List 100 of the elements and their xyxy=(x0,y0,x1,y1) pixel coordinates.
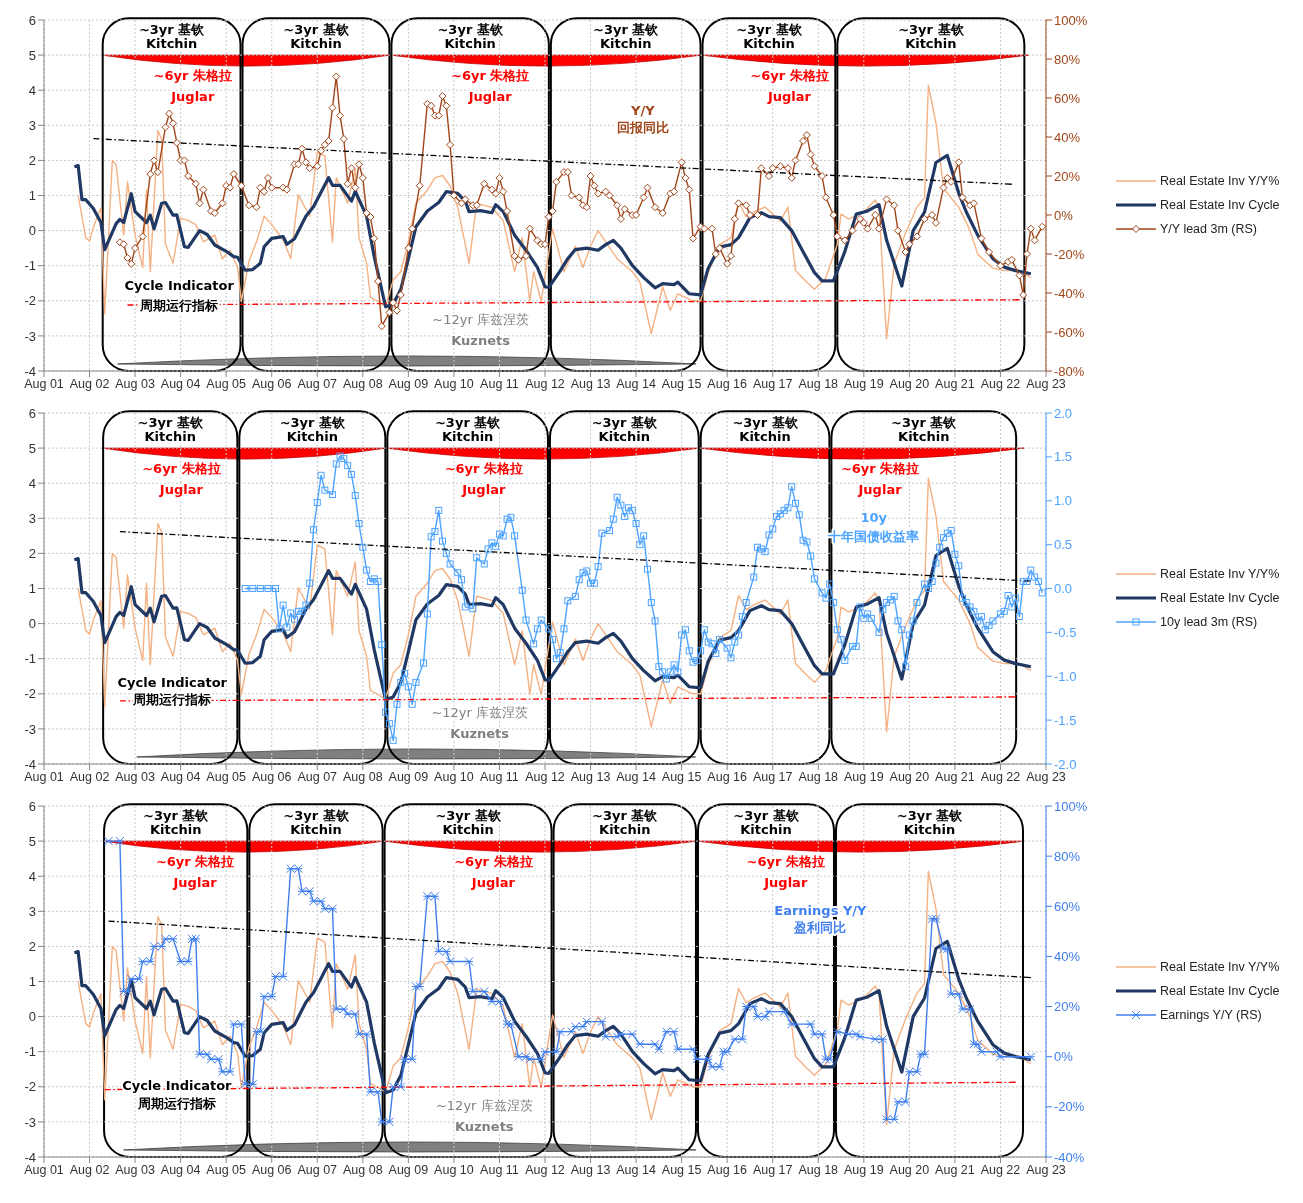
y2-tick-label: 20% xyxy=(1054,999,1081,1015)
x-tick-label: Aug 04 xyxy=(160,769,201,784)
x-tick-label: Aug 19 xyxy=(844,769,884,784)
y2-tick-label: 0% xyxy=(1054,1049,1074,1065)
x-tick-label: Aug 18 xyxy=(798,376,839,391)
x-tick-label: Aug 16 xyxy=(707,769,748,784)
y-tick-label: 2 xyxy=(28,153,36,169)
x-tick-label: Aug 11 xyxy=(480,1162,519,1177)
y-tick-label: -3 xyxy=(24,1114,36,1130)
x-tick-label: Aug 19 xyxy=(844,376,884,391)
y-tick-label: 4 xyxy=(28,82,36,98)
y-tick-label: 4 xyxy=(28,868,36,884)
legend-label: Real Estate Inv Cycle xyxy=(1160,590,1280,605)
y-tick-label: -1 xyxy=(24,1044,36,1060)
annotation: ~3yr 基钦 xyxy=(279,415,347,431)
annotation: ~3yr 基钦 xyxy=(138,22,206,38)
y-tick-label: -4 xyxy=(24,1149,36,1165)
y-tick-label: -2 xyxy=(24,1079,36,1095)
annotation: Kitchin xyxy=(441,429,494,445)
x-tick-label: Aug 17 xyxy=(752,769,793,784)
annotation: Kitchin xyxy=(905,36,957,52)
annotation: ~3yr 基钦 xyxy=(896,808,964,824)
annotation: ~12yr 库兹涅茨 xyxy=(432,311,529,327)
y-tick-label: 0 xyxy=(28,223,36,239)
x-tick-label: Aug 02 xyxy=(69,376,110,391)
y2-tick-label: -20% xyxy=(1054,1099,1085,1115)
y-tick-label: -2 xyxy=(24,686,36,702)
annotation: ~3yr 基钦 xyxy=(891,415,958,431)
legend-label: Real Estate Inv Cycle xyxy=(1160,983,1280,998)
legend-label: 10y lead 3m (RS) xyxy=(1160,614,1258,629)
x-tick-label: Aug 06 xyxy=(251,1162,292,1177)
y-tick-label: 3 xyxy=(28,510,36,526)
y-tick-label: -3 xyxy=(24,328,36,344)
x-tick-label: Aug 23 xyxy=(1026,769,1066,784)
x-tick-label: Aug 08 xyxy=(343,769,383,784)
annotation: ~12yr 库兹涅茨 xyxy=(431,704,529,720)
x-tick-label: Aug 11 xyxy=(480,376,519,391)
annotation: ~3yr 基钦 xyxy=(898,22,965,38)
y-tick-label: 6 xyxy=(28,405,36,421)
y-tick-label: 3 xyxy=(28,117,36,133)
annotation: ~3yr 基钦 xyxy=(591,415,658,431)
y-tick-label: 1 xyxy=(28,581,36,597)
annotation: ~3yr 基钦 xyxy=(592,808,659,824)
legend-label: Real Estate Inv Y/Y% xyxy=(1160,173,1280,188)
x-tick-label: Aug 11 xyxy=(480,769,519,784)
y2-tick-label: -0.5 xyxy=(1054,624,1077,640)
line-series xyxy=(72,939,1033,1095)
x-tick-label: Aug 01 xyxy=(24,376,64,391)
annotation: ~3yr 基钦 xyxy=(143,808,210,824)
y2-tick-label: -2.0 xyxy=(1054,756,1077,772)
x-tick-label: Aug 03 xyxy=(115,1162,155,1177)
x-tick-label: Aug 06 xyxy=(251,376,292,391)
annotation: Juglar xyxy=(857,481,903,497)
x-tick-label: Aug 04 xyxy=(160,376,201,391)
y2-tick-label: 100% xyxy=(1054,798,1088,814)
annotation: ~6yr 朱格拉 xyxy=(153,67,232,83)
y-tick-label: 6 xyxy=(28,798,36,814)
annotation: ~6yr 朱格拉 xyxy=(454,853,533,869)
y2-tick-label: -60% xyxy=(1054,324,1085,340)
x-tick-label: Aug 22 xyxy=(980,1162,1021,1177)
annotation: Juglar xyxy=(158,481,204,497)
y2-tick-label: 60% xyxy=(1054,898,1081,914)
annotation: Kitchin xyxy=(598,429,651,445)
x-tick-label: Aug 05 xyxy=(206,1162,247,1177)
y-tick-label: -2 xyxy=(24,293,36,309)
annotation: ~3yr 基钦 xyxy=(736,22,803,38)
y-tick-label: 5 xyxy=(28,833,36,849)
annotation: ~6yr 朱格拉 xyxy=(840,460,920,476)
x-tick-label: Aug 12 xyxy=(525,769,565,784)
y2-tick-label: -20% xyxy=(1054,246,1085,262)
annotation: Kitchin xyxy=(903,822,956,838)
x-tick-label: Aug 20 xyxy=(889,376,930,391)
x-tick-label: Aug 06 xyxy=(251,769,292,784)
y2-tick-label: 80% xyxy=(1054,848,1081,864)
annotation: ~3yr 基钦 xyxy=(434,415,502,431)
x-tick-label: Aug 17 xyxy=(752,1162,793,1177)
annotation: Kuznets xyxy=(451,332,511,348)
annotation: Cycle Indicator xyxy=(117,674,228,690)
y2-tick-label: 1.0 xyxy=(1054,493,1073,509)
annotation: ~6yr 朱格拉 xyxy=(746,853,825,869)
annotation: 10y xyxy=(860,509,888,525)
y2-tick-label: 20% xyxy=(1054,168,1081,184)
y2-tick-label: -80% xyxy=(1054,363,1085,379)
x-tick-label: Aug 18 xyxy=(798,1162,839,1177)
x-tick-label: Aug 02 xyxy=(69,1162,110,1177)
x-tick-label: Aug 01 xyxy=(24,1162,64,1177)
x-tick-label: Aug 22 xyxy=(980,376,1021,391)
y-tick-label: 5 xyxy=(28,440,36,456)
y-tick-label: -4 xyxy=(24,756,36,772)
x-tick-label: Aug 16 xyxy=(707,376,748,391)
x-tick-label: Aug 10 xyxy=(434,376,474,391)
y2-tick-label: 2.0 xyxy=(1054,405,1073,421)
y-tick-label: 2 xyxy=(28,546,36,562)
y-tick-label: -3 xyxy=(24,721,36,737)
annotation: ~3yr 基钦 xyxy=(593,22,660,38)
y-tick-label: 0 xyxy=(28,616,36,632)
y2-tick-label: -40% xyxy=(1054,285,1085,301)
annotation: ~6yr 朱格拉 xyxy=(142,460,221,476)
y-tick-label: -4 xyxy=(24,363,36,379)
annotation: Kitchin xyxy=(743,36,795,52)
